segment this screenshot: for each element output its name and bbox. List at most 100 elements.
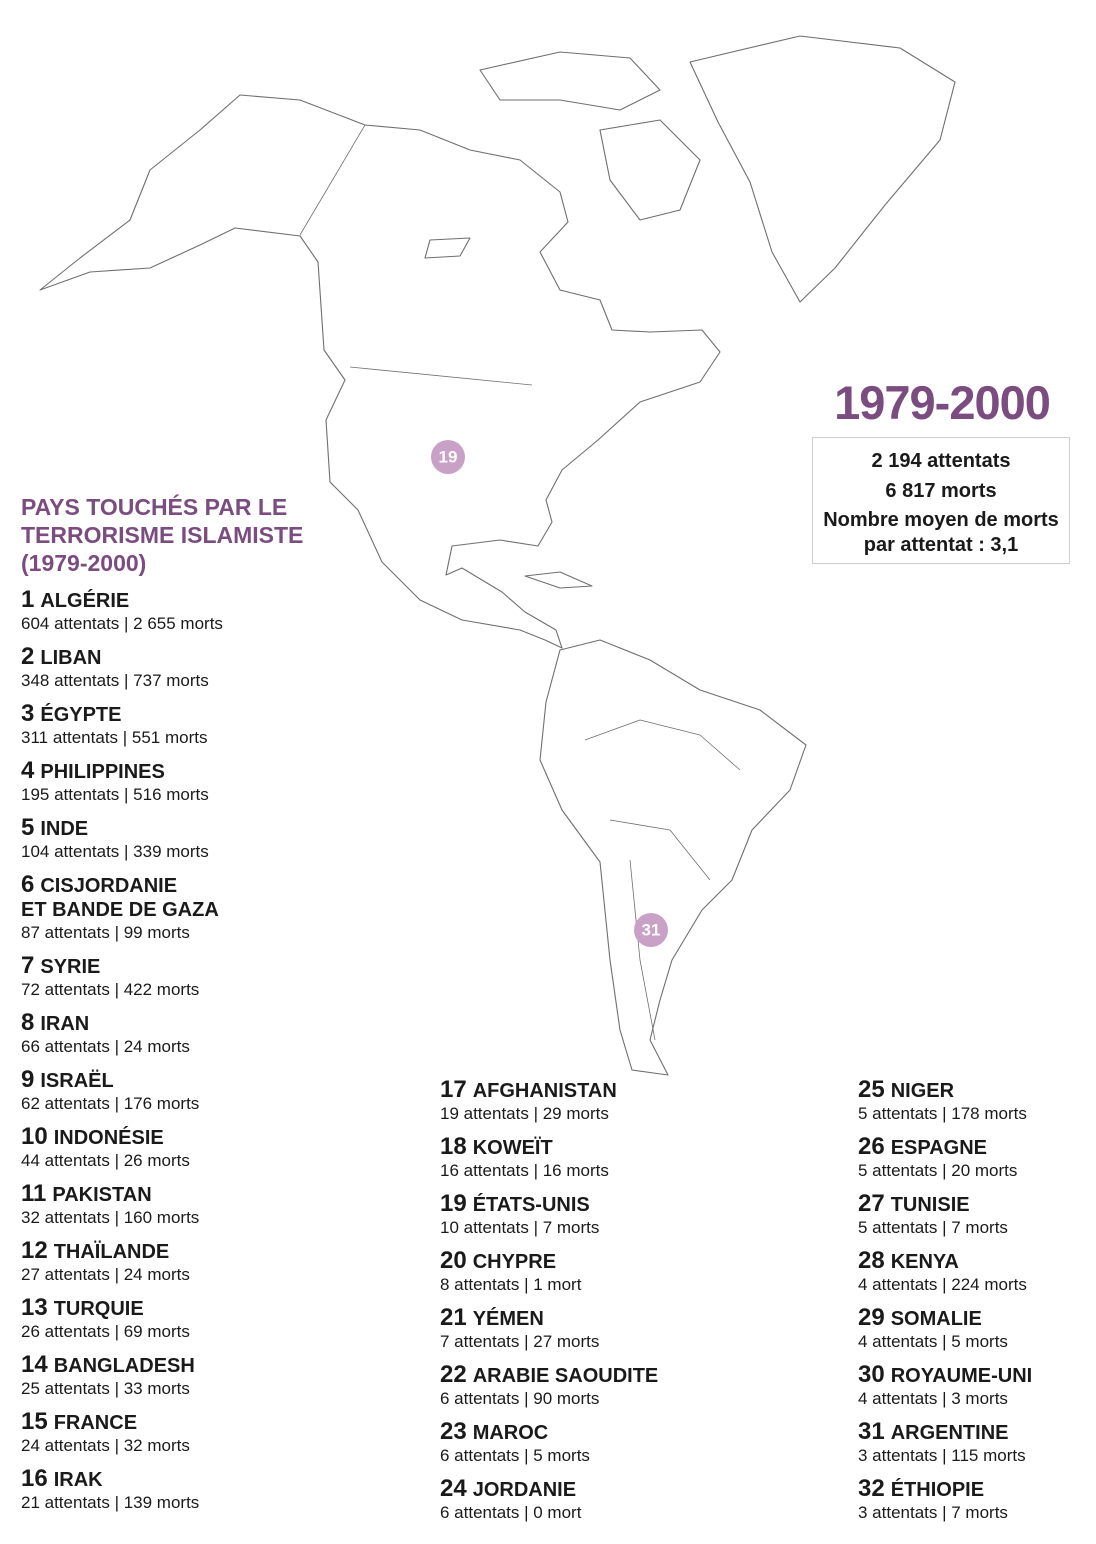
arctic-island <box>424 237 471 259</box>
country-name: TURQUIE <box>53 1298 144 1320</box>
country-name: ÉGYPTE <box>40 704 122 726</box>
country-rank: 26 <box>858 1133 885 1160</box>
country-rank: 7 <box>21 952 35 979</box>
country-rank: 3 <box>21 700 35 727</box>
country-name: AFGHANISTAN <box>472 1080 617 1102</box>
country-detail: 6 attentats | 5 morts <box>440 1446 590 1465</box>
country-name: ROYAUME-UNI <box>890 1365 1033 1387</box>
summary-attacks: 2 194 attentats <box>871 450 1011 472</box>
country-heading: 6 CISJORDANIE ET BANDE DE GAZA <box>21 873 281 922</box>
country-item: 19 ÉTATS-UNIS 10 attentats | 7 morts <box>440 1192 700 1239</box>
country-item: 21 YÉMEN 7 attentats | 27 morts <box>440 1306 700 1353</box>
country-item: 27 TUNISIE 5 attentats | 7 morts <box>858 1192 1088 1239</box>
country-heading: 12 THAÏLANDE <box>21 1239 281 1264</box>
country-name: KOWEÏT <box>472 1137 553 1159</box>
country-detail: 32 attentats | 160 morts <box>21 1208 200 1227</box>
list-column: 25 NIGER 5 attentats | 178 morts 26 ESPAGNE 5… <box>858 1078 1088 1534</box>
summary-average: Nombre moyen de morts par attentat : 3,1 <box>823 509 1059 556</box>
country-name: YÉMEN <box>472 1308 544 1330</box>
country-detail: 4 attentats | 5 morts <box>858 1332 1008 1351</box>
country-rank: 20 <box>440 1247 467 1274</box>
country-name: ISRAËL <box>40 1070 114 1092</box>
country-item: 26 ESPAGNE 5 attentats | 20 morts <box>858 1135 1088 1182</box>
country-heading: 28 KENYA <box>858 1249 1088 1274</box>
country-name: ARABIE SAOUDITE <box>472 1365 659 1387</box>
country-rank: 23 <box>440 1418 467 1445</box>
country-heading: 18 KOWEÏT <box>440 1135 700 1160</box>
country-detail: 16 attentats | 16 morts <box>440 1161 609 1180</box>
country-heading: 21 YÉMEN <box>440 1306 700 1331</box>
country-name: IRAN <box>40 1013 90 1035</box>
country-item: 25 NIGER 5 attentats | 178 morts <box>858 1078 1088 1125</box>
country-heading: 27 TUNISIE <box>858 1192 1088 1217</box>
marker-label: 31 <box>642 921 661 940</box>
country-item: 3 ÉGYPTE 311 attentats | 551 morts <box>21 702 281 749</box>
country-detail: 72 attentats | 422 morts <box>21 980 200 999</box>
country-name: INDONÉSIE <box>53 1127 164 1149</box>
country-detail: 5 attentats | 7 morts <box>858 1218 1008 1237</box>
country-rank: 6 <box>21 871 35 898</box>
border <box>299 124 366 236</box>
country-item: 4 PHILIPPINES 195 attentats | 516 morts <box>21 759 281 806</box>
country-detail: 87 attentats | 99 morts <box>21 923 190 942</box>
country-item: 18 KOWEÏT 16 attentats | 16 morts <box>440 1135 700 1182</box>
country-item: 12 THAÏLANDE 27 attentats | 24 morts <box>21 1239 281 1286</box>
country-rank: 8 <box>21 1009 35 1036</box>
country-detail: 311 attentats | 551 morts <box>21 728 208 747</box>
country-name: CISJORDANIE ET BANDE DE GAZA <box>21 875 219 921</box>
country-rank: 16 <box>21 1465 48 1492</box>
country-name: ESPAGNE <box>890 1137 988 1159</box>
summary-box: 2 194 attentats 6 817 morts Nombre moyen… <box>812 437 1070 564</box>
country-item: 23 MAROC 6 attentats | 5 morts <box>440 1420 700 1467</box>
list-column: 17 AFGHANISTAN 19 attentats | 29 morts 18 KO… <box>440 1078 700 1534</box>
list-title: PAYS TOUCHÉS PAR LE TERRORISME ISLAMISTE… <box>21 494 304 576</box>
country-heading: 17 AFGHANISTAN <box>440 1078 700 1103</box>
border <box>609 819 711 881</box>
country-detail: 8 attentats | 1 mort <box>440 1275 582 1294</box>
country-heading: 13 TURQUIE <box>21 1296 281 1321</box>
country-detail: 3 attentats | 7 morts <box>858 1503 1008 1522</box>
country-name: PAKISTAN <box>52 1184 152 1206</box>
country-heading: 3 ÉGYPTE <box>21 702 281 727</box>
country-name: FRANCE <box>53 1412 138 1434</box>
country-name: KENYA <box>890 1251 959 1273</box>
border <box>349 366 533 386</box>
country-rank: 9 <box>21 1066 35 1093</box>
country-rank: 10 <box>21 1123 48 1150</box>
country-rank: 15 <box>21 1408 48 1435</box>
summary-deaths: 6 817 morts <box>885 480 997 502</box>
country-detail: 19 attentats | 29 morts <box>440 1104 609 1123</box>
country-heading: 32 ÉTHIOPIE <box>858 1477 1088 1502</box>
country-heading: 16 IRAK <box>21 1467 281 1492</box>
marker-label: 19 <box>439 448 458 467</box>
country-item: 13 TURQUIE 26 attentats | 69 morts <box>21 1296 281 1343</box>
country-detail: 24 attentats | 32 morts <box>21 1436 190 1455</box>
country-name: CHYPRE <box>472 1251 557 1273</box>
country-item: 1 ALGÉRIE 604 attentats | 2 655 morts <box>21 588 281 635</box>
country-rank: 1 <box>21 586 35 613</box>
country-name: NIGER <box>890 1080 955 1102</box>
country-heading: 31 ARGENTINE <box>858 1420 1088 1445</box>
country-heading: 5 INDE <box>21 816 281 841</box>
country-detail: 7 attentats | 27 morts <box>440 1332 600 1351</box>
country-item: 29 SOMALIE 4 attentats | 5 morts <box>858 1306 1088 1353</box>
country-item: 2 LIBAN 348 attentats | 737 morts <box>21 645 281 692</box>
country-detail: 6 attentats | 0 mort <box>440 1503 582 1522</box>
country-heading: 25 NIGER <box>858 1078 1088 1103</box>
south-america <box>539 639 807 1076</box>
country-rank: 24 <box>440 1475 467 1502</box>
country-heading: 10 INDONÉSIE <box>21 1125 281 1150</box>
arctic-island <box>599 119 701 221</box>
country-heading: 7 SYRIE <box>21 954 281 979</box>
map-marker: 19 <box>431 440 465 474</box>
country-item: 11 PAKISTAN 32 attentats | 160 morts <box>21 1182 281 1229</box>
map-marker: 31 <box>634 913 668 947</box>
country-item: 8 IRAN 66 attentats | 24 morts <box>21 1011 281 1058</box>
country-item: 32 ÉTHIOPIE 3 attentats | 7 morts <box>858 1477 1088 1524</box>
country-item: 6 CISJORDANIE ET BANDE DE GAZA 87 attentat… <box>21 873 281 944</box>
country-heading: 2 LIBAN <box>21 645 281 670</box>
country-name: JORDANIE <box>472 1479 577 1501</box>
country-name: THAÏLANDE <box>53 1241 170 1263</box>
greenland <box>689 35 956 303</box>
country-heading: 20 CHYPRE <box>440 1249 700 1274</box>
